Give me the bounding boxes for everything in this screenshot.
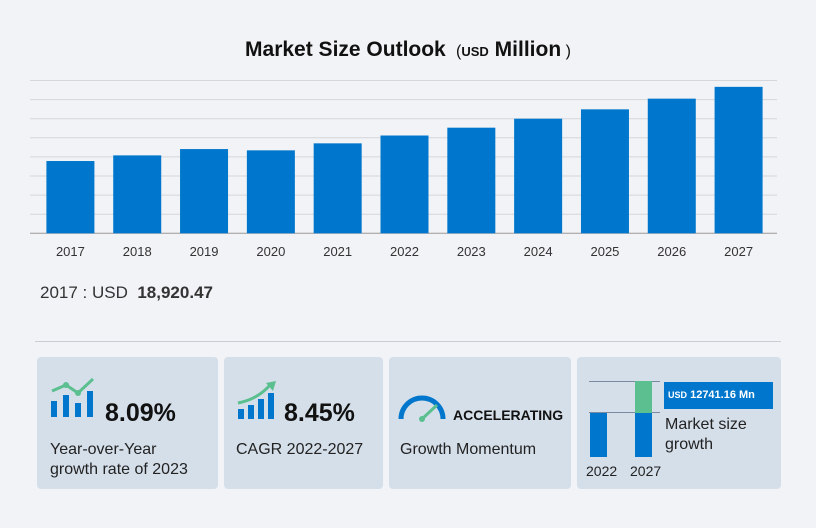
divider <box>35 341 781 342</box>
yoy-caption: Year-over-Year growth rate of 2023 <box>50 440 188 480</box>
bar-2019 <box>180 149 229 234</box>
bar-2027 <box>635 413 652 457</box>
cagr-card: 8.45% CAGR 2022-2027 <box>224 357 383 489</box>
cagr-caption: CAGR 2022-2027 <box>236 441 364 458</box>
start-value: 2017 : USD 18,920.47 <box>40 283 213 303</box>
x-tick-label: 2020 <box>256 244 285 259</box>
bar-2018 <box>113 155 162 234</box>
start-value-label: 2017 : USD <box>40 283 128 302</box>
yoy-value: 8.09% <box>105 399 176 427</box>
yoy-caption-2: growth rate of 2023 <box>50 461 188 478</box>
bar-2021 <box>313 143 362 234</box>
growth-card: 2022 2027 USD 12741.16 Mn Market size gro… <box>577 357 781 489</box>
momentum-card: ACCELERATING Growth Momentum <box>389 357 571 489</box>
growth-chart-icon <box>51 377 95 417</box>
bar-2027-growth <box>635 381 652 413</box>
cagr-chart-icon <box>237 381 276 419</box>
chart-title: Market Size Outlook (USD Million ) <box>245 38 571 61</box>
speedometer-icon <box>398 395 446 422</box>
x-tick-label: 2026 <box>657 244 686 259</box>
bar-2024 <box>514 118 563 234</box>
title-text: Market Size Outlook <box>245 38 446 61</box>
x-tick-label: 2023 <box>457 244 486 259</box>
x-tick-label: 2027 <box>724 244 753 259</box>
bar-2025 <box>580 109 629 234</box>
bar-2027 <box>714 86 763 234</box>
x-tick-label: 2021 <box>323 244 352 259</box>
growth-unit: USD <box>668 390 688 400</box>
year-2027: 2027 <box>630 463 662 479</box>
bar-2017 <box>46 161 95 234</box>
growth-base-line <box>589 412 660 413</box>
growth-caption-2: growth <box>665 436 714 453</box>
growth-caption-1: Market size <box>665 416 747 433</box>
yoy-card: 8.09% Year-over-Year growth rate of 2023 <box>37 357 218 489</box>
x-tick-label: 2018 <box>123 244 152 259</box>
growth-top-line <box>589 381 660 382</box>
bar-2022 <box>380 135 429 234</box>
cagr-value: 8.45% <box>284 399 355 427</box>
growth-value: 12741.16 Mn <box>690 389 755 401</box>
growth-value-badge: USD 12741.16 Mn <box>664 382 773 409</box>
momentum-caption: Growth Momentum <box>400 441 537 458</box>
title-unit: Million <box>494 38 562 61</box>
bar-2023 <box>447 127 496 234</box>
start-value-number: 18,920.47 <box>137 283 213 302</box>
growth-caption: Market size growth <box>665 415 747 455</box>
bar-2020 <box>246 150 295 234</box>
year-2022: 2022 <box>586 463 618 479</box>
bar-chart: 2017 2018 2019 2020 2021 2022 2023 2024 2025 2026… <box>30 80 777 259</box>
bar-2026 <box>647 98 696 234</box>
yoy-caption-1: Year-over-Year <box>50 441 157 458</box>
x-tick-label: 2017 <box>56 244 85 259</box>
title-unit-prefix: USD <box>461 44 489 59</box>
bar-2022 <box>590 413 607 457</box>
x-tick-label: 2024 <box>524 244 553 259</box>
momentum-value: ACCELERATING <box>453 407 564 423</box>
x-tick-label: 2025 <box>590 244 619 259</box>
x-tick-label: 2022 <box>390 244 419 259</box>
x-tick-label: 2019 <box>190 244 219 259</box>
